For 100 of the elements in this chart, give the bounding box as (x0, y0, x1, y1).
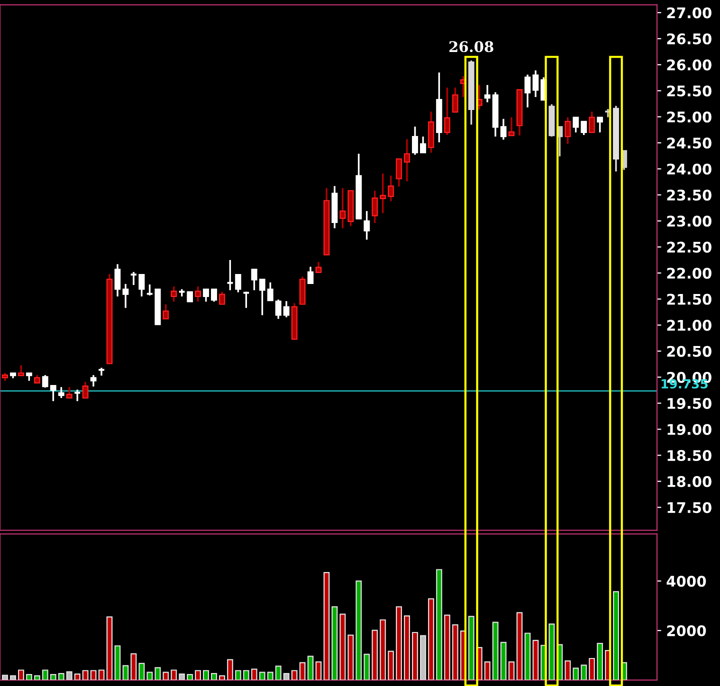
candlestick (162, 303, 169, 320)
bar (500, 642, 506, 680)
bar (170, 670, 177, 680)
y-tick-label: 18.50 (668, 450, 712, 462)
bar (340, 614, 346, 680)
bar (412, 632, 418, 680)
candlestick (596, 116, 603, 134)
y-tick-label: 24.50 (667, 138, 712, 149)
bar (396, 606, 402, 680)
y-tick-label: 20.50 (667, 346, 712, 357)
bar (210, 673, 218, 680)
candlestick (484, 84, 490, 104)
candlestick (186, 291, 193, 302)
bar (612, 591, 620, 680)
bar (332, 606, 338, 680)
bar (388, 650, 394, 680)
candlestick (130, 271, 138, 286)
candlestick (74, 388, 82, 402)
candlestick (50, 384, 56, 402)
candlestick (564, 116, 571, 145)
candlestick (444, 86, 450, 136)
candlestick (210, 288, 218, 302)
bar (2, 674, 8, 680)
bar (315, 661, 322, 680)
y-tick-label: 22.00 (667, 268, 712, 279)
bar (484, 661, 490, 680)
candlestick (380, 172, 386, 214)
bar (106, 616, 113, 680)
bar (98, 670, 105, 680)
candlestick (194, 286, 201, 302)
annotation: 26.08 (449, 41, 494, 52)
y-tick-label: 23.50 (667, 190, 712, 201)
y-tick-label: 24.00 (667, 164, 712, 175)
y-tick-label: 26.50 (667, 33, 712, 44)
candlestick (388, 174, 394, 202)
candlestick (420, 136, 426, 154)
y-tick-label: 25.00 (667, 111, 712, 123)
bar (508, 661, 515, 680)
bar (26, 674, 32, 680)
bar (372, 630, 378, 680)
candlestick (588, 110, 595, 134)
y-tick-label: 23.00 (667, 216, 712, 227)
candlestick (235, 274, 242, 294)
bar (227, 659, 234, 680)
y-tick-label: 22.50 (667, 242, 712, 253)
candlestick (524, 74, 531, 108)
bar (42, 670, 48, 680)
bar (428, 598, 434, 680)
candlestick (122, 283, 129, 309)
candlestick (170, 286, 177, 302)
candlestick (275, 298, 282, 320)
bar (178, 674, 185, 680)
candlestick (226, 259, 234, 292)
bar (444, 614, 450, 680)
y-tick-label: 18.00 (668, 476, 712, 488)
bar (532, 640, 539, 680)
candlestick (508, 116, 515, 136)
candlestick (315, 261, 322, 274)
candlestick (532, 70, 539, 98)
bar (243, 670, 250, 680)
candlestick (58, 386, 64, 399)
y-tick-label: 19.00 (668, 424, 712, 435)
candlestick (412, 126, 418, 156)
bar (66, 671, 72, 680)
bar (18, 670, 24, 680)
bar (404, 615, 410, 680)
bar (420, 635, 426, 680)
candlestick (66, 386, 72, 399)
bar (74, 674, 80, 680)
bar (299, 662, 306, 680)
bar (572, 668, 579, 680)
candlestick (138, 274, 145, 298)
candlestick (219, 290, 226, 306)
candlestick (572, 116, 579, 134)
bar (380, 619, 386, 680)
y-tick-label: 27.00 (667, 7, 712, 18)
bar (275, 666, 282, 680)
y-tick-label: 25.50 (667, 85, 712, 96)
candlestick (340, 187, 346, 230)
bar (492, 622, 498, 680)
candlestick (202, 288, 210, 302)
candlestick (500, 118, 506, 141)
y-tick-label: 21.50 (667, 294, 712, 305)
candlestick (396, 158, 402, 188)
y-tick-label: 19.50 (668, 398, 712, 409)
bar (436, 569, 442, 680)
bar (10, 675, 16, 680)
bar (516, 612, 523, 680)
bar (130, 653, 137, 680)
bar (82, 670, 88, 680)
y-tick-label: 4000 (666, 576, 706, 587)
bar (596, 642, 603, 680)
candlestick (307, 266, 314, 284)
y-tick-label: 2000 (667, 625, 706, 636)
bar (219, 675, 226, 680)
candlestick (283, 300, 290, 318)
candlestick (114, 263, 121, 298)
candlestick (404, 138, 410, 182)
y-tick-label: 21.00 (667, 320, 712, 331)
bar (122, 665, 129, 680)
